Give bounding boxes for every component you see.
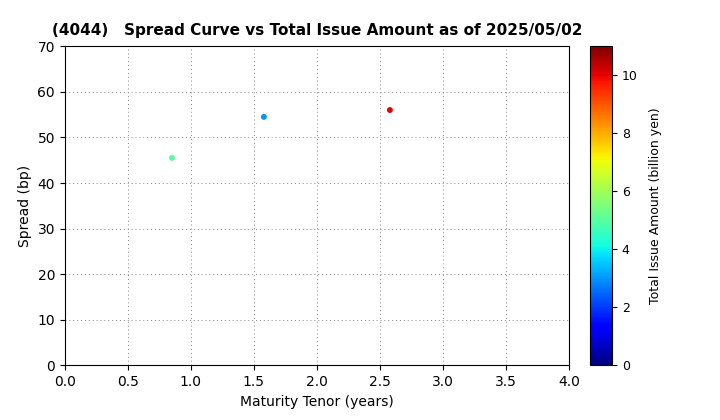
Title: (4044)   Spread Curve vs Total Issue Amount as of 2025/05/02: (4044) Spread Curve vs Total Issue Amoun…	[52, 23, 582, 38]
Point	[384, 107, 396, 113]
Point	[166, 155, 178, 161]
Y-axis label: Total Issue Amount (billion yen): Total Issue Amount (billion yen)	[649, 108, 662, 304]
Y-axis label: Spread (bp): Spread (bp)	[18, 165, 32, 247]
X-axis label: Maturity Tenor (years): Maturity Tenor (years)	[240, 395, 394, 409]
Point	[258, 113, 269, 120]
